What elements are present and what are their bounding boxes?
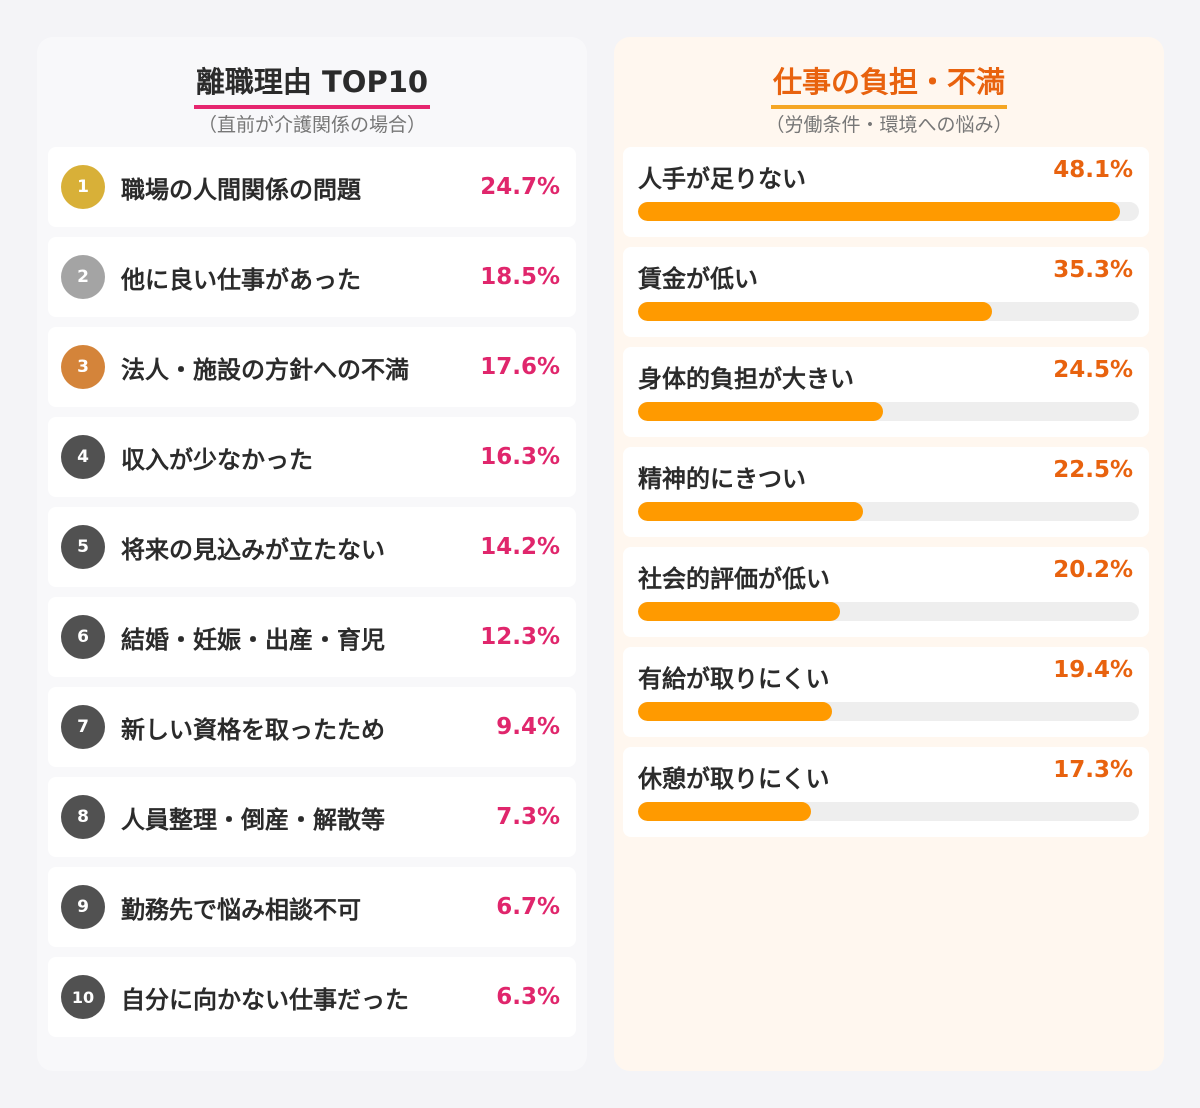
bar-value-label: 20.2% — [1053, 557, 1133, 583]
rank-badge: 8 — [61, 795, 105, 839]
bar-row: 人手が足りない 48.1% — [623, 147, 1149, 237]
bar-track — [638, 702, 1139, 721]
ranking-row: 1 職場の人間関係の問題 24.7% — [48, 147, 576, 227]
bar-category-label: 有給が取りにくい — [638, 665, 830, 693]
bar-category-label: 社会的評価が低い — [638, 565, 830, 593]
reason-percentage: 9.4% — [496, 714, 560, 740]
bar-track — [638, 302, 1139, 321]
right-title-text: 仕事の負担・不満 — [770, 59, 1007, 109]
bar — [638, 702, 833, 721]
bar-category-label: 身体的負担が大きい — [638, 365, 854, 393]
reason-percentage: 16.3% — [480, 444, 560, 470]
rank-badge: 10 — [61, 975, 105, 1019]
ranking-row: 4 収入が少なかった 16.3% — [48, 417, 576, 497]
bar-row: 身体的負担が大きい 24.5% — [623, 347, 1149, 437]
reason-percentage: 7.3% — [496, 804, 560, 830]
bar-category-label: 休憩が取りにくい — [638, 765, 830, 793]
reason-percentage: 12.3% — [480, 624, 560, 650]
reason-percentage: 6.7% — [496, 894, 560, 920]
reason-label: 自分に向かない仕事だった — [121, 985, 409, 1014]
reason-percentage: 6.3% — [496, 984, 560, 1010]
bar — [638, 302, 992, 321]
reason-label: 法人・施設の方針への不満 — [121, 355, 409, 384]
reason-percentage: 24.7% — [480, 174, 560, 200]
bar-value-label: 35.3% — [1053, 257, 1133, 283]
bar-value-label: 19.4% — [1053, 657, 1133, 683]
ranking-row: 9 勤務先で悩み相談不可 6.7% — [48, 867, 576, 947]
bar-category-label: 人手が足りない — [638, 165, 806, 193]
left-panel-subtitle: （直前が介護関係の場合） — [197, 114, 426, 136]
ranking-row: 6 結婚・妊娠・出産・育児 12.3% — [48, 597, 576, 677]
reason-percentage: 17.6% — [480, 354, 560, 380]
reason-label: 収入が少なかった — [121, 445, 313, 474]
rank-badge: 7 — [61, 705, 105, 749]
left-title-text: 離職理由 TOP10 — [193, 59, 431, 109]
reason-percentage: 18.5% — [480, 264, 560, 290]
right-panel-subtitle: （労働条件・環境への悩み） — [765, 114, 1013, 136]
right-panel-title: 仕事の負担・不満 — [614, 59, 1164, 109]
bar-value-label: 24.5% — [1053, 357, 1133, 383]
rank-badge: 9 — [61, 885, 105, 929]
rank-badge: 2 — [61, 255, 105, 299]
rank-badge: 1 — [61, 165, 105, 209]
bar-value-label: 48.1% — [1053, 157, 1133, 183]
bar — [638, 202, 1120, 221]
bar-row: 休憩が取りにくい 17.3% — [623, 747, 1149, 837]
reason-label: 勤務先で悩み相談不可 — [121, 895, 361, 924]
rank-badge: 5 — [61, 525, 105, 569]
bar-track — [638, 502, 1139, 521]
ranking-row: 5 将来の見込みが立たない 14.2% — [48, 507, 576, 587]
bar-row: 賃金が低い 35.3% — [623, 247, 1149, 337]
bar-chart: 人手が足りない 48.1% 賃金が低い 35.3% 身体的負担が大きい 24.5% 精神的に… — [623, 147, 1149, 847]
bar-row: 社会的評価が低い 20.2% — [623, 547, 1149, 637]
reason-label: 職場の人間関係の問題 — [121, 175, 361, 204]
bar-value-label: 17.3% — [1053, 757, 1133, 783]
bar-track — [638, 602, 1139, 621]
ranking-row: 3 法人・施設の方針への不満 17.6% — [48, 327, 576, 407]
left-panel: 離職理由 TOP10 （直前が介護関係の場合） 1 職場の人間関係の問題 24.7%… — [37, 37, 587, 1071]
ranking-list: 1 職場の人間関係の問題 24.7% 2 他に良い仕事があった 18.5% 3 法人・施設の方… — [48, 147, 576, 1047]
reason-label: 将来の見込みが立たない — [121, 535, 385, 564]
reason-percentage: 14.2% — [480, 534, 560, 560]
bar-row: 精神的にきつい 22.5% — [623, 447, 1149, 537]
ranking-row: 7 新しい資格を取ったため 9.4% — [48, 687, 576, 767]
bar-track — [638, 802, 1139, 821]
bar — [638, 502, 864, 521]
rank-badge: 4 — [61, 435, 105, 479]
right-panel: 仕事の負担・不満 （労働条件・環境への悩み） 人手が足りない 48.1% 賃金が低い… — [614, 37, 1164, 1071]
rank-badge: 3 — [61, 345, 105, 389]
reason-label: 他に良い仕事があった — [121, 265, 361, 294]
bar-track — [638, 202, 1139, 221]
rank-badge: 6 — [61, 615, 105, 659]
ranking-row: 10 自分に向かない仕事だった 6.3% — [48, 957, 576, 1037]
bar-track — [638, 402, 1139, 421]
bar — [638, 402, 884, 421]
reason-label: 新しい資格を取ったため — [121, 715, 385, 744]
bar-row: 有給が取りにくい 19.4% — [623, 647, 1149, 737]
bar — [638, 802, 812, 821]
reason-label: 人員整理・倒産・解散等 — [121, 805, 385, 834]
bar-value-label: 22.5% — [1053, 457, 1133, 483]
ranking-row: 8 人員整理・倒産・解散等 7.3% — [48, 777, 576, 857]
left-panel-title: 離職理由 TOP10 — [37, 59, 587, 109]
bar-category-label: 精神的にきつい — [638, 465, 806, 493]
ranking-row: 2 他に良い仕事があった 18.5% — [48, 237, 576, 317]
bar-category-label: 賃金が低い — [638, 265, 758, 293]
bar — [638, 602, 841, 621]
reason-label: 結婚・妊娠・出産・育児 — [121, 625, 385, 654]
